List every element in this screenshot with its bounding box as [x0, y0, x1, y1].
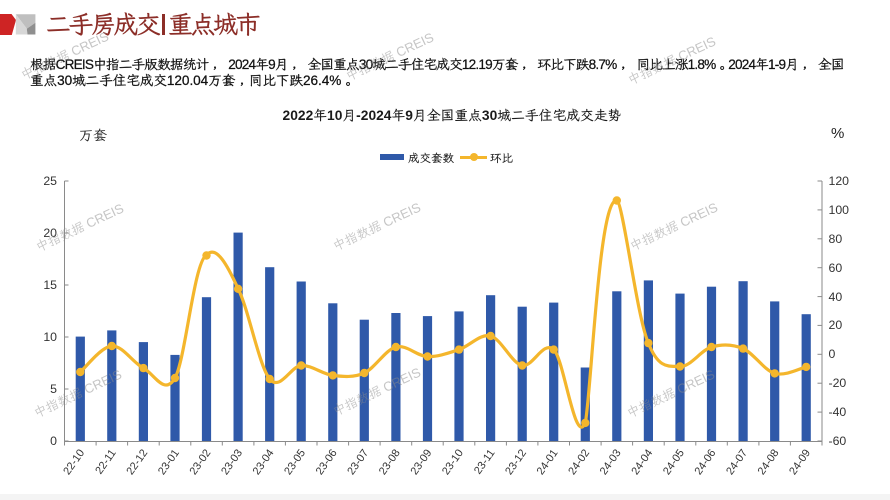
svg-text:24-07: 24-07	[724, 447, 750, 477]
svg-text:23-07: 23-07	[345, 447, 371, 477]
svg-text:20: 20	[43, 226, 57, 240]
svg-text:5: 5	[50, 382, 57, 396]
svg-text:24-05: 24-05	[661, 447, 687, 477]
svg-text:10: 10	[43, 330, 57, 344]
svg-text:23-12: 23-12	[503, 447, 529, 477]
svg-text:24-09: 24-09	[787, 447, 813, 477]
svg-text:40: 40	[829, 290, 843, 304]
svg-text:24-06: 24-06	[692, 447, 718, 477]
svg-text:-40: -40	[829, 405, 847, 419]
svg-text:20: 20	[829, 318, 843, 332]
svg-text:24-01: 24-01	[535, 447, 561, 477]
svg-text:23-09: 23-09	[408, 447, 434, 477]
svg-text:-20: -20	[829, 376, 847, 390]
svg-text:60: 60	[829, 261, 843, 275]
svg-text:-60: -60	[829, 434, 847, 448]
svg-text:24-03: 24-03	[598, 447, 624, 477]
svg-text:24-08: 24-08	[756, 447, 782, 477]
svg-text:23-10: 23-10	[440, 447, 466, 477]
svg-text:23-01: 23-01	[156, 447, 182, 477]
svg-text:25: 25	[43, 174, 57, 188]
svg-text:120: 120	[829, 174, 850, 188]
svg-text:23-06: 23-06	[314, 447, 340, 477]
svg-text:15: 15	[43, 278, 57, 292]
svg-text:23-04: 23-04	[251, 447, 277, 477]
svg-text:23-05: 23-05	[282, 447, 308, 477]
svg-text:22-12: 22-12	[124, 447, 150, 477]
svg-text:23-02: 23-02	[187, 447, 213, 477]
svg-text:22-11: 22-11	[93, 447, 119, 476]
svg-text:23-03: 23-03	[219, 447, 245, 477]
svg-text:24-02: 24-02	[566, 447, 592, 477]
svg-text:80: 80	[829, 232, 843, 246]
svg-text:0: 0	[829, 347, 836, 361]
svg-text:0: 0	[50, 434, 57, 448]
svg-text:23-11: 23-11	[472, 447, 498, 476]
svg-text:23-08: 23-08	[377, 447, 403, 477]
svg-text:22-10: 22-10	[61, 447, 87, 477]
svg-text:24-04: 24-04	[629, 447, 655, 477]
svg-text:100: 100	[829, 203, 850, 217]
